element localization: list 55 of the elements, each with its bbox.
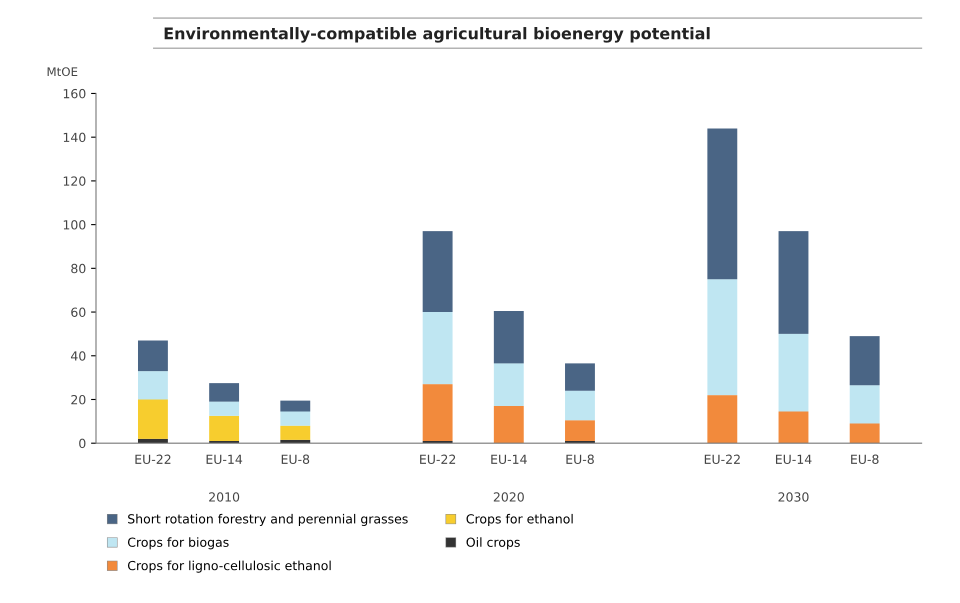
y-axis-title: MtOE xyxy=(48,67,78,76)
bar xyxy=(494,363,524,406)
x-tick-label: EU-14 xyxy=(776,454,812,464)
x-tick-label: EU-8 xyxy=(282,454,310,464)
y-tick-label: 40 xyxy=(70,351,86,361)
bar xyxy=(707,128,738,280)
bar xyxy=(778,231,808,334)
x-tick-label: EU-8 xyxy=(566,454,594,464)
text: 2020 xyxy=(494,492,524,502)
bar xyxy=(138,399,168,439)
y-tick-label: 120 xyxy=(64,176,86,186)
y-tick-label: 140 xyxy=(64,132,86,142)
bar xyxy=(707,395,738,444)
y-tick-label: 160 xyxy=(64,88,86,98)
bar xyxy=(494,310,524,364)
x-tick-label: EU-14 xyxy=(491,454,527,464)
y-tick-label: 60 xyxy=(71,308,86,317)
bar xyxy=(138,371,168,400)
legend-label: Crops for ethanol xyxy=(466,514,573,526)
x-tick-label: EU-22 xyxy=(420,454,456,464)
y-tick-label: 0 xyxy=(79,438,86,448)
bar xyxy=(422,312,453,384)
bar xyxy=(280,400,310,412)
bar xyxy=(565,390,595,420)
x-tick-label: EU-8 xyxy=(851,454,879,464)
x-tick-label: EU-14 xyxy=(206,454,242,464)
legend-label: Crops for ligno-cellulosic ethanol xyxy=(128,560,331,573)
x-tick-label: EU-22 xyxy=(704,454,740,464)
bar xyxy=(494,406,524,444)
bar xyxy=(778,334,808,412)
bar xyxy=(209,383,240,402)
bar xyxy=(138,340,168,372)
legend-label: Crops for biogas xyxy=(128,537,229,550)
bar xyxy=(280,426,310,440)
bar xyxy=(209,416,240,442)
x-tick-label: EU-22 xyxy=(135,454,170,464)
y-tick-label: 80 xyxy=(71,264,86,274)
bar xyxy=(850,424,880,444)
bar xyxy=(850,385,880,424)
y-tick-label: 100 xyxy=(64,220,86,230)
bar xyxy=(778,412,808,444)
bar xyxy=(565,420,595,442)
text: 2010 xyxy=(209,492,240,502)
legend-label: Short rotation forestry and perennial grasses xyxy=(128,514,408,526)
bar xyxy=(209,402,240,416)
bar xyxy=(707,279,738,396)
text: 2030 xyxy=(778,492,809,502)
bar xyxy=(280,412,310,426)
chart-title: Environmentally-compatible agricultural bioenergy potential xyxy=(164,27,710,43)
y-tick-label: 20 xyxy=(71,394,86,404)
bar xyxy=(422,384,453,442)
bar xyxy=(565,363,595,391)
bar xyxy=(422,231,453,312)
legend-label: Oil crops xyxy=(466,537,520,550)
bar xyxy=(850,336,880,386)
